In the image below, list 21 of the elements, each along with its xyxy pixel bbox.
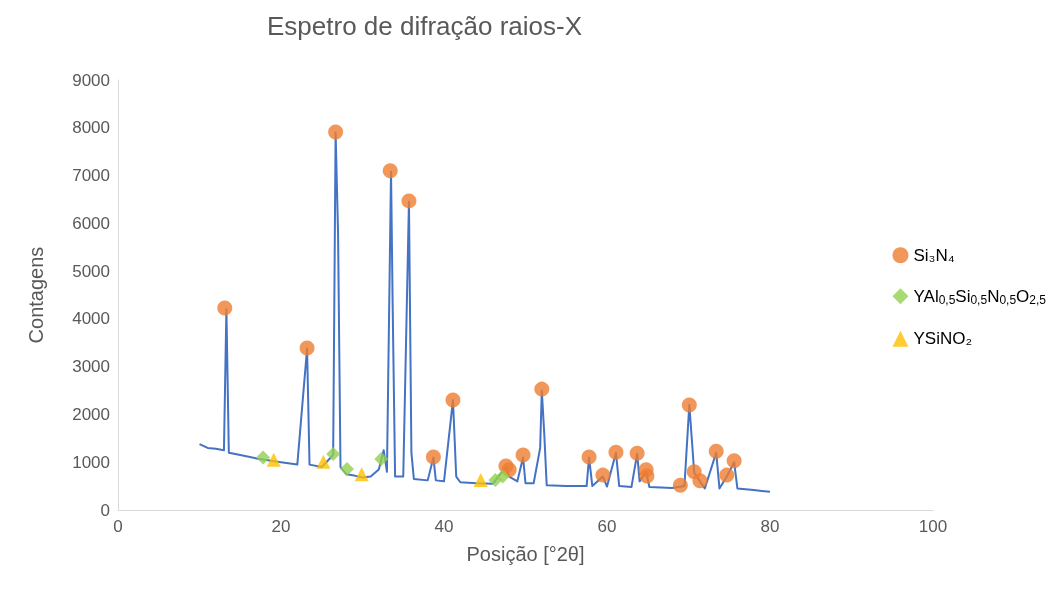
x-axis-title: Posição [°2θ]: [466, 543, 585, 565]
x-tick-label: 60: [597, 517, 617, 536]
x-tick-label: 20: [271, 517, 291, 536]
y-tick-label: 5000: [72, 261, 110, 281]
y-tick-label: 7000: [72, 166, 110, 186]
y-tick-label: 9000: [72, 70, 110, 90]
y-tick-label: 1000: [72, 452, 110, 472]
x-tick-label: 40: [434, 517, 454, 536]
legend-label: Si₃N₄: [913, 245, 955, 265]
legend-label: YSiNO₂: [913, 329, 973, 349]
chart-title: Espetro de difração raios-X: [267, 11, 583, 41]
y-tick-label: 4000: [72, 309, 110, 329]
y-tick-label: 3000: [72, 357, 110, 377]
x-tick-label: 80: [760, 517, 780, 536]
y-tick-label: 6000: [72, 213, 110, 233]
x-tick-label: 0: [113, 517, 123, 536]
x-tick-label: 100: [918, 517, 948, 536]
y-tick-label: 2000: [72, 404, 110, 424]
y-tick-label: 0: [100, 500, 110, 520]
y-tick-label: 8000: [72, 118, 110, 138]
y-axis-title: Contagens: [25, 246, 47, 344]
